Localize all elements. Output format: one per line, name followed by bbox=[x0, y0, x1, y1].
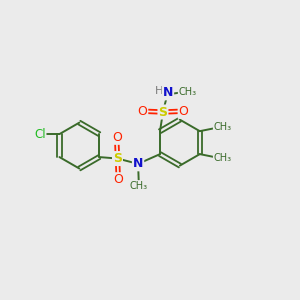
Text: N: N bbox=[133, 157, 143, 170]
Text: S: S bbox=[113, 152, 122, 165]
Text: CH₃: CH₃ bbox=[130, 181, 148, 191]
Text: O: O bbox=[178, 105, 188, 118]
Text: O: O bbox=[137, 105, 147, 118]
Text: O: O bbox=[113, 173, 123, 186]
Text: CH₃: CH₃ bbox=[214, 122, 232, 132]
Text: H: H bbox=[155, 86, 163, 96]
Text: O: O bbox=[112, 131, 122, 144]
Text: Cl: Cl bbox=[34, 128, 46, 141]
Text: CH₃: CH₃ bbox=[178, 87, 197, 97]
Text: S: S bbox=[158, 106, 167, 118]
Text: CH₃: CH₃ bbox=[214, 153, 232, 163]
Text: N: N bbox=[163, 86, 173, 99]
